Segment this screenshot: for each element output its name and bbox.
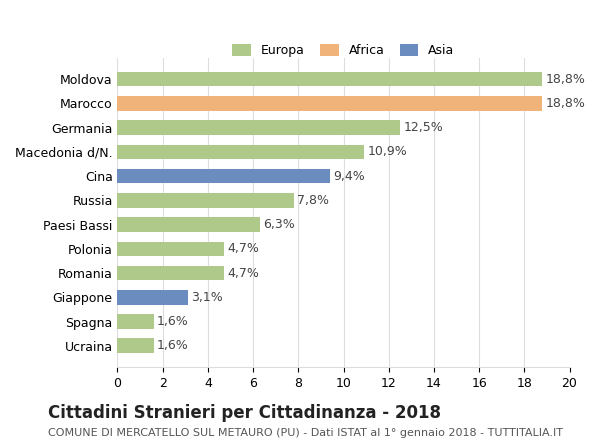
Text: 18,8%: 18,8% <box>546 73 586 86</box>
Text: COMUNE DI MERCATELLO SUL METAURO (PU) - Dati ISTAT al 1° gennaio 2018 - TUTTITAL: COMUNE DI MERCATELLO SUL METAURO (PU) - … <box>48 428 563 438</box>
Text: 3,1%: 3,1% <box>191 291 223 304</box>
Text: 18,8%: 18,8% <box>546 97 586 110</box>
Bar <box>118 72 542 86</box>
Bar <box>118 314 154 329</box>
Bar <box>118 338 154 353</box>
Bar <box>118 193 294 208</box>
Legend: Europa, Africa, Asia: Europa, Africa, Asia <box>227 39 460 62</box>
Bar <box>118 169 330 183</box>
Bar <box>118 217 260 232</box>
Text: Cittadini Stranieri per Cittadinanza - 2018: Cittadini Stranieri per Cittadinanza - 2… <box>48 404 441 422</box>
Text: 4,7%: 4,7% <box>227 242 259 255</box>
Text: 1,6%: 1,6% <box>157 339 189 352</box>
Text: 9,4%: 9,4% <box>334 169 365 183</box>
Bar <box>118 290 188 304</box>
Text: 12,5%: 12,5% <box>403 121 443 134</box>
Text: 1,6%: 1,6% <box>157 315 189 328</box>
Bar <box>118 266 224 280</box>
Text: 6,3%: 6,3% <box>263 218 295 231</box>
Text: 10,9%: 10,9% <box>367 145 407 158</box>
Bar <box>118 242 224 256</box>
Bar <box>118 145 364 159</box>
Text: 7,8%: 7,8% <box>297 194 329 207</box>
Bar <box>118 96 542 111</box>
Bar <box>118 121 400 135</box>
Text: 4,7%: 4,7% <box>227 267 259 279</box>
